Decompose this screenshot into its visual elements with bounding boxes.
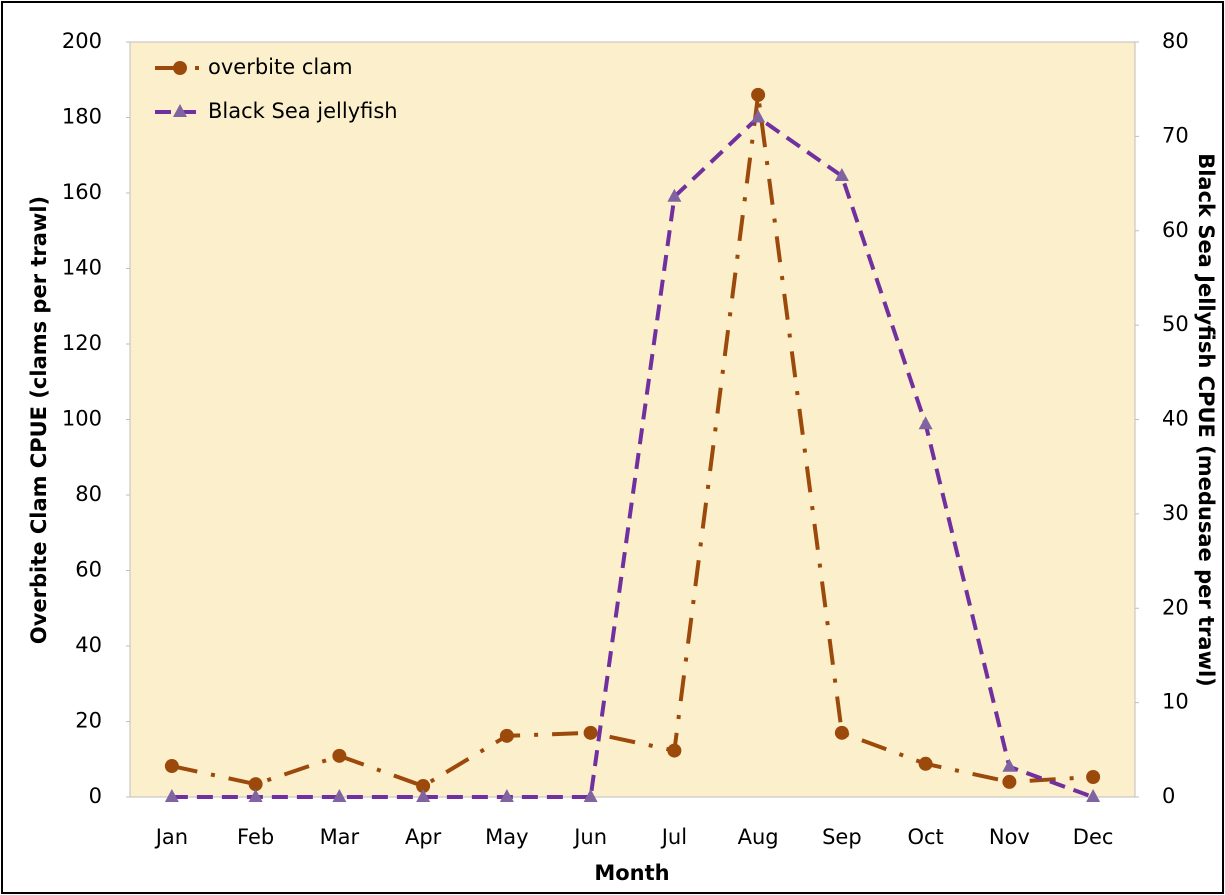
data-point [499, 728, 514, 743]
data-point [583, 725, 598, 740]
y2-tick-label: 0 [1162, 784, 1175, 808]
y2-tick-label: 30 [1162, 501, 1189, 525]
legend-marker [173, 104, 187, 117]
data-point [667, 188, 682, 202]
x-tick-label: Aug [738, 825, 779, 849]
data-point [751, 109, 766, 123]
y-tick-label: 20 [75, 709, 102, 733]
series-line [171, 114, 1094, 799]
x-tick-label: Oct [907, 825, 943, 849]
y-tick-label: 120 [62, 331, 102, 355]
series-line [171, 94, 1094, 789]
y-tick-label: 40 [75, 633, 102, 657]
data-point [164, 759, 179, 774]
x-tick-label: Nov [989, 825, 1030, 849]
data-point [248, 777, 263, 792]
data-point [164, 789, 179, 802]
y-tick-label: 180 [62, 105, 102, 129]
y-tick-label: 160 [62, 180, 102, 204]
data-point [583, 789, 598, 802]
x-tick-label: Sep [822, 825, 862, 849]
data-point [332, 789, 347, 802]
x-tick-label: Jun [572, 825, 607, 849]
legend-label: Black Sea jellyfish [208, 99, 398, 123]
y-tick-label: 100 [62, 407, 102, 431]
x-axis-title: Month [594, 861, 669, 885]
plot-area [129, 41, 1136, 798]
data-point [1002, 774, 1017, 789]
data-point [1086, 769, 1101, 784]
data-point [918, 416, 933, 430]
data-point [1002, 758, 1017, 772]
y2-tick-label: 10 [1162, 690, 1189, 714]
y-tick-label: 60 [75, 558, 102, 582]
data-point [834, 725, 849, 740]
y-tick-label: 0 [89, 784, 102, 808]
data-point [918, 756, 933, 771]
x-tick-label: Feb [237, 825, 274, 849]
data-point [416, 789, 431, 802]
legend-marker [173, 61, 187, 75]
y2-tick-label: 40 [1162, 407, 1189, 431]
data-point [667, 743, 682, 758]
y-tick-label: 80 [75, 482, 102, 506]
y-axis-title: Overbite Clam CPUE (clams per trawl) [27, 196, 51, 644]
data-point [834, 168, 849, 182]
y-tick-label: 140 [62, 256, 102, 280]
y2-tick-label: 20 [1162, 595, 1189, 619]
y2-tick-label: 60 [1162, 218, 1189, 242]
data-point [416, 779, 431, 794]
data-point [332, 748, 347, 763]
x-tick-label: Dec [1073, 825, 1114, 849]
y2-axis-title: Black Sea Jellyfish CPUE (medusae per tr… [1194, 153, 1218, 687]
y2-tick-label: 80 [1162, 29, 1189, 53]
data-point [248, 789, 263, 802]
y2-tick-label: 50 [1162, 312, 1189, 336]
data-point [499, 789, 514, 802]
x-tick-label: May [485, 825, 528, 849]
y-tick-label: 200 [62, 29, 102, 53]
y2-tick-label: 70 [1162, 123, 1189, 147]
x-tick-label: Apr [405, 825, 442, 849]
x-tick-label: Mar [320, 825, 360, 849]
legend-label: overbite clam [208, 55, 353, 79]
x-tick-label: Jul [660, 825, 687, 849]
x-tick-label: Jan [154, 825, 188, 849]
data-point [751, 87, 766, 102]
data-point [1086, 789, 1101, 802]
